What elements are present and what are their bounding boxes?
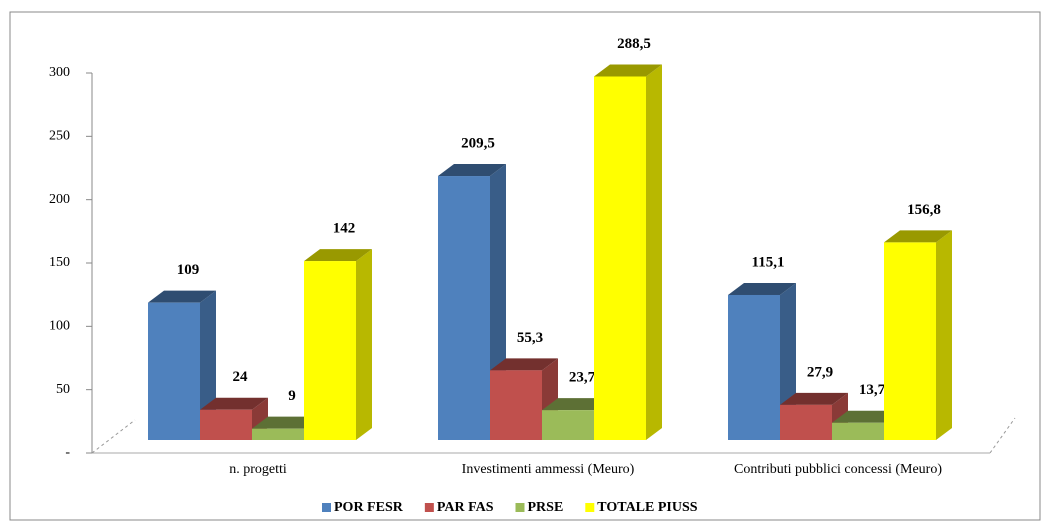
legend-swatch <box>322 503 331 512</box>
bar <box>490 358 558 440</box>
bar <box>148 290 216 440</box>
y-tick-label: 50 <box>56 382 70 397</box>
bar-front <box>594 76 646 441</box>
data-label: 9 <box>288 388 296 404</box>
bar <box>884 230 952 440</box>
bar-front <box>252 428 304 440</box>
legend-swatch <box>585 503 595 512</box>
x-tick-label: n. progetti <box>229 462 287 477</box>
bar-top <box>542 398 610 411</box>
bar-side <box>936 230 952 440</box>
bar-front <box>438 176 490 440</box>
bar-front <box>200 409 252 440</box>
bar-top <box>200 397 268 410</box>
data-label: 13,7 <box>859 382 886 398</box>
bar-front <box>780 404 832 440</box>
legend-swatch <box>424 503 434 512</box>
bar-front <box>490 370 542 440</box>
bar <box>200 397 268 440</box>
y-tick-label: 150 <box>49 255 70 270</box>
bar-top <box>728 282 796 295</box>
bar-top <box>490 358 558 371</box>
bar-front <box>832 422 884 440</box>
bar-side <box>356 249 372 440</box>
bar-top <box>252 416 320 429</box>
data-label: 24 <box>233 369 249 385</box>
legend-label: POR FESR <box>334 500 404 515</box>
bar <box>304 249 372 440</box>
bar-front <box>542 410 594 440</box>
bar-front <box>728 294 780 440</box>
data-label: 23,7 <box>569 370 596 386</box>
bar-front <box>148 302 200 440</box>
bar <box>728 282 796 440</box>
legend-label: PAR FAS <box>437 500 494 515</box>
bar-top <box>884 230 952 243</box>
data-label: 55,3 <box>517 330 543 346</box>
bar <box>594 64 662 441</box>
legend-label: TOTALE PIUSS <box>597 500 697 515</box>
y-tick-label: 250 <box>49 129 70 144</box>
bar-top <box>832 410 900 423</box>
data-label: 209,5 <box>461 135 495 151</box>
y-tick-label: 200 <box>49 192 70 207</box>
data-label: 142 <box>333 221 356 237</box>
bar-side <box>646 64 662 441</box>
bar-top <box>148 290 216 303</box>
floor-edge <box>989 417 1016 454</box>
y-tick-label: 100 <box>49 319 70 334</box>
data-label: 27,9 <box>807 364 833 380</box>
x-tick-label: Investimenti ammessi (Meuro) <box>462 462 635 477</box>
data-label: 156,8 <box>907 202 941 218</box>
data-label: 288,5 <box>617 36 651 52</box>
bar-front <box>304 261 356 440</box>
data-label: 115,1 <box>752 254 785 270</box>
bar-top <box>304 249 372 262</box>
x-tick-label: Contributi pubblici concessi (Meuro) <box>734 462 942 477</box>
legend-swatch <box>515 503 525 512</box>
legend-label: PRSE <box>528 500 564 515</box>
data-label: 109 <box>177 262 200 278</box>
bar-top <box>780 392 848 405</box>
bar-top <box>594 64 662 77</box>
bar-top <box>438 164 506 177</box>
y-tick-label: 300 <box>49 65 70 80</box>
bar-front <box>884 242 936 440</box>
y-tick-label: - <box>65 445 70 460</box>
